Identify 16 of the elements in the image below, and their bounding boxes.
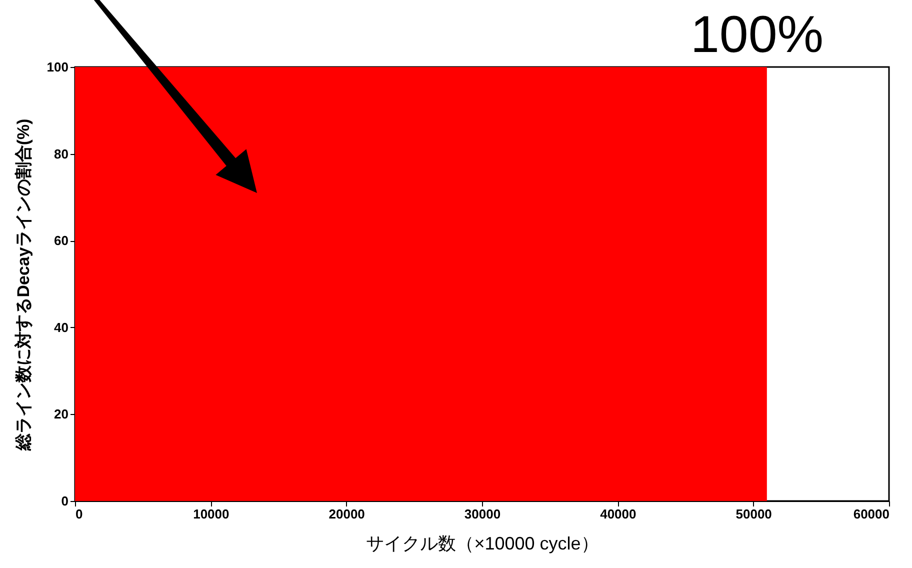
text: 100% (690, 6, 824, 64)
y-tick-label: 60 (54, 233, 68, 248)
y-tick-label: 20 (54, 406, 68, 422)
x-axis-title: サイクル数（×10000 cycle） (366, 534, 599, 554)
y-tick-label: 0 (61, 494, 68, 508)
y-tick-label: 40 (54, 320, 68, 335)
x-tick-label: 0 (76, 506, 83, 522)
x-tick-label: 40000 (600, 506, 636, 522)
x-tick-label: 20000 (328, 506, 365, 522)
y-axis-title: 総ライン数に対するDecayラインの割合(%) (14, 118, 33, 452)
x-tick-label: 30000 (464, 506, 501, 522)
x-tick-label: 60000 (853, 506, 890, 522)
y-tick-label: 80 (54, 146, 68, 162)
x-tick-label: 10000 (193, 506, 230, 522)
y-tick-label: 100 (46, 60, 68, 74)
x-tick-label: 50000 (736, 506, 772, 522)
